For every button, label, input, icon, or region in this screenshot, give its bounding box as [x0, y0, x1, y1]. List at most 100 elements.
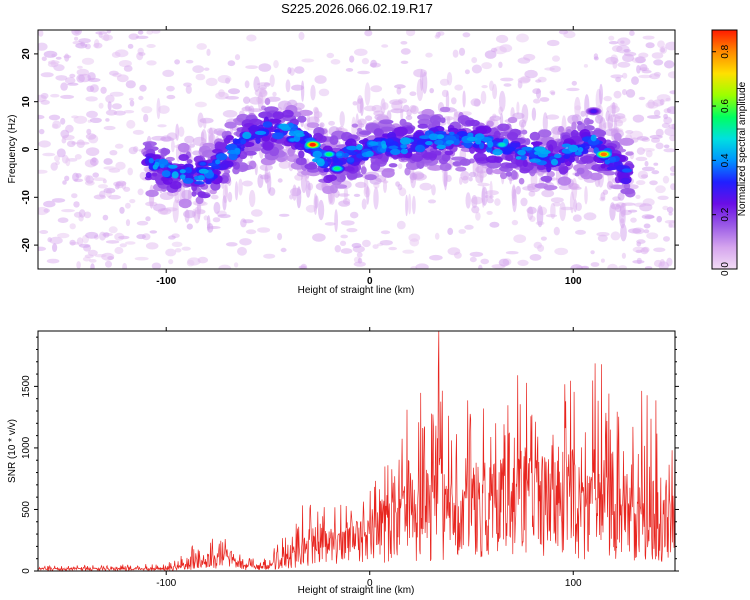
spectrogram-cell	[515, 185, 521, 195]
spectrogram-y-label: Frequency (Hz)	[7, 115, 18, 184]
spectrogram-cell	[447, 227, 454, 235]
spectrogram-cell	[521, 146, 533, 151]
snr-panel: -100 0 100 0 500 1000 1500 Height of straight…	[7, 327, 679, 596]
spectrogram-cell	[580, 110, 586, 117]
spectrogram-cell	[136, 234, 146, 240]
spectrogram-cell	[127, 167, 133, 176]
spectrogram-cell	[434, 139, 444, 145]
spectrogram-cell	[197, 191, 206, 197]
spectrogram-cell	[194, 101, 207, 108]
spectrogram-cell	[517, 57, 531, 64]
spectrogram-cell	[600, 163, 606, 169]
spectrogram-cell	[603, 171, 616, 176]
spectrogram-cell	[38, 246, 47, 251]
spectrogram-cell	[494, 198, 501, 206]
spectrogram-cell	[258, 63, 272, 72]
spectrogram-cell	[41, 56, 47, 62]
spectrogram-cell	[639, 203, 653, 212]
spectrogram-cell	[446, 116, 451, 125]
spectrogram-cell	[635, 194, 641, 199]
spectrogram-cell	[658, 261, 669, 269]
spectrogram-cell	[595, 114, 603, 124]
spectrogram-cell	[425, 52, 433, 58]
spectrogram-cell	[273, 60, 279, 69]
spectrogram-cell	[546, 170, 555, 178]
spectrogram-cell	[205, 179, 212, 185]
spectrogram-cell	[237, 246, 247, 256]
spectrogram-cell	[89, 157, 99, 166]
spectrogram-cell	[277, 157, 286, 163]
spectrogram-cell	[73, 201, 80, 208]
spectrogram-cell	[665, 41, 675, 51]
spectrogram-cell	[444, 150, 454, 156]
spectrogram-cell	[400, 60, 409, 64]
spectrogram-cell	[92, 177, 106, 181]
spectrogram-cell	[71, 115, 79, 119]
colorbar-label: Normalized spectral amplitude	[737, 81, 748, 216]
spectrogram-cell	[647, 115, 661, 119]
spectrogram-cell	[178, 198, 192, 209]
colorbar-tick-label: 0.8	[720, 44, 731, 58]
spectrogram-cell	[126, 119, 136, 129]
spectrogram-cell	[576, 167, 585, 175]
spectrogram-cell	[358, 123, 365, 128]
spectrogram-cell	[145, 242, 159, 250]
spectrogram-cell	[480, 90, 487, 105]
spectrogram-cell	[109, 91, 124, 97]
spectrogram-cell	[338, 200, 351, 207]
spectrogram-cell	[350, 211, 359, 219]
spectrogram-cell	[568, 155, 575, 163]
spectrogram-cell	[38, 114, 45, 120]
spectrogram-cell	[608, 41, 619, 45]
spectrogram-cell	[474, 133, 485, 140]
spectrogram-cell	[272, 91, 277, 97]
spectrogram-cell	[390, 148, 401, 155]
spectrogram-cell	[434, 131, 447, 135]
spectrogram-cell	[646, 232, 659, 240]
spectrogram-cell	[640, 247, 649, 255]
spectrogram-cell	[186, 159, 193, 164]
spectrogram-cell	[175, 123, 180, 141]
spectrogram-cell	[66, 140, 76, 148]
spectrogram-cell	[458, 229, 467, 234]
spectrogram-cell	[106, 30, 112, 34]
spectrogram-cell	[620, 188, 635, 195]
spectrogram-cell	[486, 167, 493, 175]
spectrogram-cell	[512, 188, 517, 213]
spectrogram-cell	[427, 199, 437, 204]
spectrogram-cell	[613, 90, 622, 99]
spectrogram-cell	[649, 134, 663, 139]
spectrogram-cell	[373, 128, 383, 136]
spectrogram-cell	[417, 114, 431, 121]
spectrogram-cell	[62, 180, 67, 185]
spectrogram-cell	[233, 262, 239, 268]
spectrogram-cell	[103, 158, 113, 165]
spectrogram-cell	[383, 178, 387, 193]
spectrogram-cell	[89, 117, 102, 124]
spectrogram-cell	[227, 191, 233, 203]
spectrogram-cell	[222, 110, 238, 118]
spectrogram-cell	[123, 110, 135, 114]
spectrogram-cell	[318, 199, 325, 221]
spectrogram-cell	[405, 115, 413, 121]
spectrogram-cell	[455, 166, 467, 172]
spectrogram-cell	[662, 175, 670, 184]
spectrogram-cell	[125, 219, 131, 227]
spectrogram-cell	[86, 128, 92, 135]
spectrogram-cell	[641, 166, 655, 172]
spectrogram-cell	[179, 169, 186, 174]
spectrogram-cell	[178, 126, 185, 137]
spectrogram-cell	[400, 144, 408, 149]
spectrogram-cell	[606, 166, 617, 171]
spectrogram-cell	[325, 174, 337, 182]
spectrogram-cell	[484, 50, 497, 59]
spectrogram-cell	[610, 184, 626, 190]
spectrogram-cell	[160, 135, 172, 142]
spectrogram-cell	[447, 127, 459, 133]
spectrogram-cell	[362, 239, 371, 248]
spectrogram-cell	[364, 82, 371, 106]
spectrogram-cell	[328, 120, 335, 126]
spectrogram-cell	[558, 30, 569, 35]
spectrogram-cell	[43, 200, 56, 208]
spectrogram-cell	[668, 223, 673, 228]
